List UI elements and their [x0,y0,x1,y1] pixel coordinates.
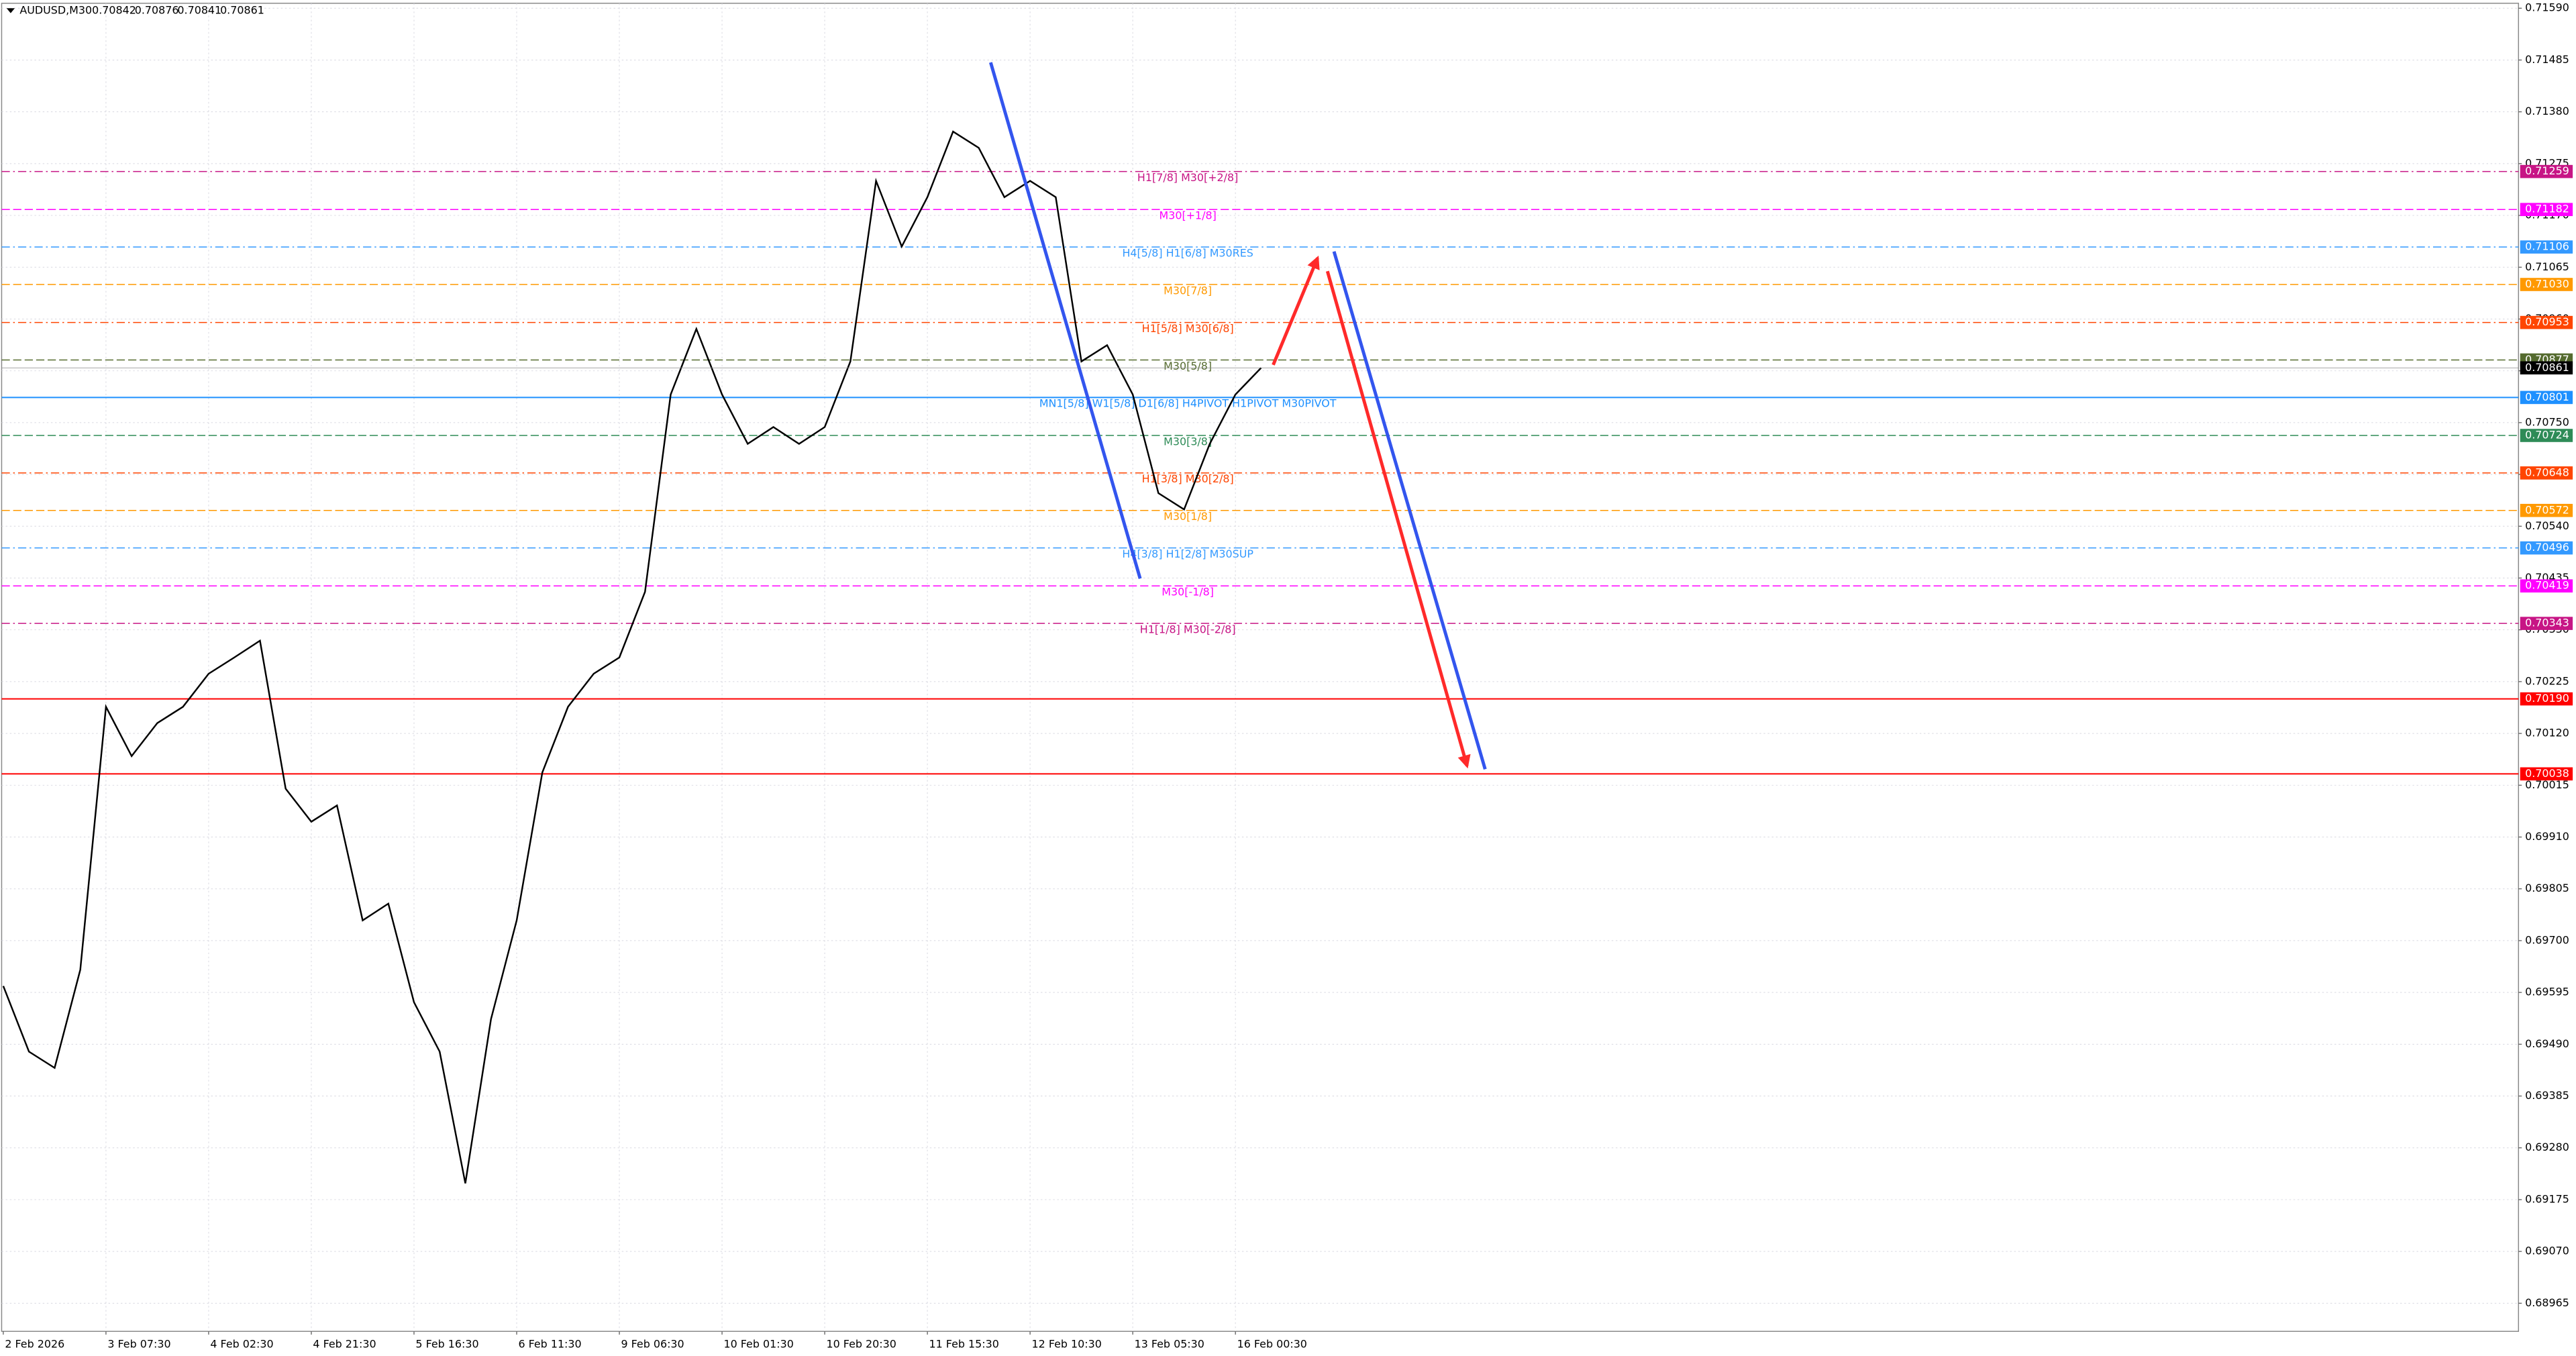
trend-line [988,62,1142,579]
level-label: MN1[5/8] W1[5/8] D1[6/8] H4PIVOT H1PIVOT… [1039,397,1337,410]
level-label: M30[1/8] [1164,510,1212,523]
trend-line [1332,251,1487,770]
price-line [2,130,1262,1184]
chart-title: AUDUSD,M30 [19,3,92,16]
price-tag [2520,617,2573,630]
price-tag-label: 0.70572 [2525,503,2569,516]
price-tag [2520,503,2573,517]
level-label: M30[+1/8] [1160,209,1217,222]
price-tag-label: 0.70953 [2525,315,2569,328]
x-tick-label: 10 Feb 01:30 [723,1337,793,1350]
arrow-down [1325,270,1471,769]
x-tick-label: 6 Feb 11:30 [518,1337,581,1350]
y-tick-label: 0.69175 [2525,1192,2569,1205]
y-tick-label: 0.70225 [2525,674,2569,687]
ohlc-open: 0.70842 [92,3,136,16]
level-label: H1[1/8] M30[-2/8] [1140,623,1236,635]
price-tag-label: 0.70801 [2525,390,2569,403]
price-tag-label: 0.71030 [2525,278,2569,291]
price-tag [2520,315,2573,329]
price-tag [2520,240,2573,254]
y-tick-label: 0.70015 [2525,778,2569,791]
menu-triangle [6,8,15,13]
last-price-label: 0.70861 [2525,361,2569,374]
price-tag [2520,692,2573,706]
y-tick-label: 0.69805 [2525,882,2569,894]
y-tick-label: 0.69490 [2525,1037,2569,1050]
y-tick-label: 0.69595 [2525,986,2569,998]
y-tick-label: 0.69280 [2525,1141,2569,1153]
y-tick-label: 0.68965 [2525,1296,2569,1309]
level-label: M30[7/8] [1164,284,1212,297]
price-tag [2520,579,2573,593]
price-tag [2520,278,2573,291]
price-tag-label: 0.70419 [2525,579,2569,592]
ohlc-high: 0.70876 [135,3,179,16]
x-tick-label: 9 Feb 06:30 [621,1337,684,1350]
plot-frame [1,3,2520,1332]
level-label: H1[7/8] M30[+2/8] [1137,171,1238,184]
x-tick-label: 16 Feb 00:30 [1237,1337,1307,1350]
level-label: M30[-1/8] [1162,586,1214,598]
x-tick-label: 3 Feb 07:30 [107,1337,170,1350]
level-label: H4[5/8] H1[6/8] M30RES [1122,246,1253,259]
x-tick-label: 2 Feb 2026 [5,1337,64,1350]
x-tick-label: 13 Feb 05:30 [1135,1337,1204,1350]
x-tick-label: 4 Feb 21:30 [313,1337,376,1350]
y-tick-label: 0.69070 [2525,1245,2569,1257]
y-tick-label: 0.71380 [2525,105,2569,117]
x-tick-label: 11 Feb 15:30 [929,1337,999,1350]
price-tag-label: 0.70496 [2525,541,2569,554]
level-label: M30[5/8] [1164,360,1212,372]
level-label: H1[3/8] M30[2/8] [1142,472,1234,485]
y-tick-label: 0.70540 [2525,519,2569,532]
y-tick-label: 0.71485 [2525,53,2569,66]
price-tag-label: 0.70190 [2525,692,2569,705]
y-tick-label: 0.70750 [2525,415,2569,428]
price-tag-label: 0.70038 [2525,767,2569,780]
y-tick-label: 0.70120 [2525,727,2569,739]
ohlc-close: 0.70861 [220,3,264,16]
y-tick-label: 0.69385 [2525,1089,2569,1102]
price-tag-label: 0.70724 [2525,428,2569,441]
x-tick-label: 10 Feb 20:30 [827,1337,896,1350]
price-tag [2520,390,2573,405]
price-tag-label: 0.71106 [2525,240,2569,253]
price-tag [2520,164,2573,178]
x-tick-label: 5 Feb 16:30 [415,1337,478,1350]
price-tag-label: 0.71259 [2525,164,2569,177]
y-tick-label: 0.69700 [2525,933,2569,946]
y-tick-label: 0.71065 [2525,260,2569,273]
price-tag [2520,541,2573,555]
price-tag [2520,767,2573,781]
arrow-up [1272,255,1320,366]
level-label: H1[5/8] M30[6/8] [1142,322,1234,335]
price-tag-label: 0.70648 [2525,466,2569,478]
y-tick-label: 0.69910 [2525,830,2569,843]
ohlc-low: 0.70841 [177,3,221,16]
price-tag [2520,466,2573,480]
level-label: H4[3/8] H1[2/8] M30SUP [1122,547,1253,560]
last-price-tag [2520,361,2573,375]
x-tick-label: 4 Feb 02:30 [210,1337,273,1350]
price-tag-label: 0.71182 [2525,203,2569,215]
price-tag [2520,429,2573,442]
level-label: M30[3/8] [1164,435,1212,448]
x-tick-label: 12 Feb 10:30 [1032,1337,1102,1350]
y-tick-label: 0.71590 [2525,1,2569,14]
price-tag [2520,203,2573,217]
price-tag-label: 0.70343 [2525,617,2569,629]
